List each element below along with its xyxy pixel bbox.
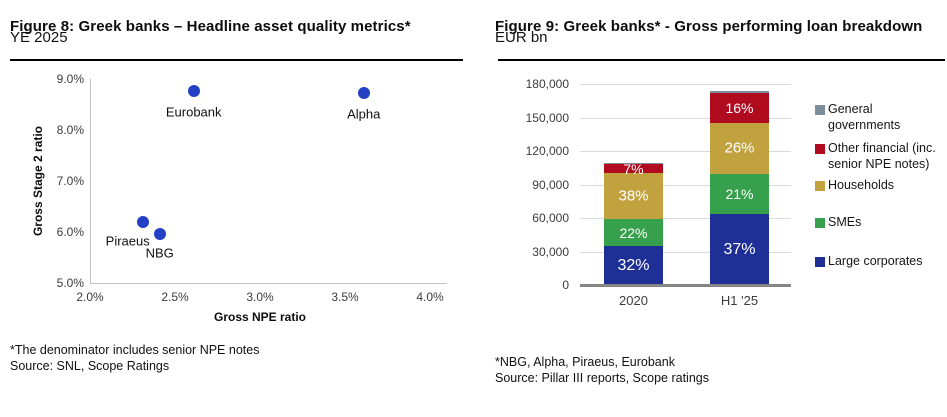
bar-segment-households — [604, 172, 663, 220]
gridline — [580, 117, 791, 119]
legend-item-households: Households — [815, 178, 946, 194]
legend-label: General governments — [828, 102, 901, 132]
figure9-footnote-line2: Source: Pillar III reports, Scope rating… — [495, 370, 709, 385]
y-tick-label: 60,000 — [532, 211, 569, 225]
legend-swatch — [815, 181, 825, 191]
y-tick-label: 120,000 — [525, 144, 569, 158]
bar-segment-large-corporates — [710, 214, 769, 285]
scatter-point-alpha — [357, 87, 370, 100]
bar-segment-label: 21% — [725, 185, 754, 202]
y-tick-label: 0 — [562, 278, 569, 292]
legend-swatch — [815, 144, 825, 154]
y-tick-label: 150,000 — [525, 110, 569, 125]
figure9-title: Figure 9: Greek banks* - Gross performin… — [495, 18, 923, 36]
figure8-footnote-line2: Source: SNL, Scope Ratings — [10, 358, 170, 373]
figure9-panel: Figure 9: Greek banks* - Gross performin… — [495, 0, 947, 417]
figure8-panel: Figure 8: Greek banks – Headline asset q… — [10, 0, 465, 417]
figure9-divider — [498, 59, 945, 61]
figure8-subtitle: YE 2025 — [10, 29, 68, 46]
x-tick-label: 3.0% — [246, 290, 274, 304]
legend-label: SMEs — [828, 215, 862, 229]
bar-segment-other-financial-inc-senior-npe-notes- — [604, 164, 663, 173]
scatter-point-label-alpha: Alpha — [347, 106, 381, 122]
figure9-footnote-line1: *NBG, Alpha, Piraeus, Eurobank — [495, 355, 675, 369]
figure8-title: Figure 8: Greek banks – Headline asset q… — [10, 18, 411, 36]
scatter-point-label-nbg: NBG — [145, 245, 174, 261]
scatter-point-piraeus — [136, 216, 149, 229]
y-axis-line — [90, 79, 91, 283]
category-label: 2020 — [619, 293, 648, 308]
bar-segment-label: 37% — [723, 240, 756, 258]
legend-swatch — [815, 105, 825, 115]
y-tick-label: 7.0% — [56, 174, 84, 188]
figure8-divider — [10, 59, 463, 61]
bar-segment-other-financial-inc-senior-npe-notes- — [710, 92, 769, 124]
bar-segment-smes — [710, 173, 769, 215]
y-tick-label: 30,000 — [532, 244, 569, 259]
legend-label: Large corporates — [828, 254, 923, 268]
legend-item-large-corporates: Large corporates — [815, 254, 946, 270]
bar-segment-general-governments — [710, 90, 769, 93]
scatter-point-label-piraeus: Piraeus — [105, 233, 150, 249]
scatter-chart: 9.0% 8.0% 7.0% 6.0% 5.0% 2.0% 2.5% 3.0% 3.5% 4.0%… — [10, 70, 465, 340]
bar-segment-label: 38% — [618, 187, 649, 205]
y-tick-label: 90,000 — [532, 177, 569, 192]
bar-segment-large-corporates — [604, 246, 663, 285]
bar-segment-label: 32% — [617, 256, 650, 274]
x-tick-label: 4.0% — [416, 290, 444, 304]
bar-segment-general-governments — [604, 162, 663, 165]
figure8-footnote: *The denominator includes senior NPE not… — [10, 343, 259, 374]
scatter-point-label-eurobank: Eurobank — [165, 104, 222, 120]
y-tick-label: 5.0% — [56, 276, 84, 290]
bar-segment-smes — [604, 219, 663, 247]
scatter-point-nbg — [153, 228, 166, 241]
legend-item-smes: SMEs — [815, 215, 946, 231]
figure8-footnote-line1: *The denominator includes senior NPE not… — [10, 343, 260, 357]
x-axis-line — [90, 283, 447, 284]
x-tick-label: 2.0% — [76, 290, 104, 304]
x-axis-title: Gross NPE ratio — [213, 310, 307, 324]
y-tick-label: 9.0% — [56, 72, 84, 86]
bar-segment-label: 16% — [725, 100, 754, 116]
legend-label: Households — [828, 178, 895, 192]
bar-segment-label: 22% — [619, 224, 648, 241]
stacked-bar-chart: 0 30,000 60,000 90,000 120,000 150,000 180,000… — [495, 70, 947, 340]
gridline — [580, 184, 791, 186]
legend-swatch — [815, 257, 825, 267]
y-tick-label: 8.0% — [56, 123, 84, 137]
x-axis-line — [580, 284, 791, 287]
x-tick-label: 3.5% — [331, 290, 359, 304]
legend-item-general-governments: General governments — [815, 102, 946, 133]
y-tick-label: 180,000 — [525, 77, 569, 91]
bar-segment-households — [710, 123, 769, 174]
x-tick-label: 2.5% — [161, 290, 189, 304]
category-label: H1 '25 — [720, 293, 759, 308]
legend-label: Other financial (inc. senior NPE notes) — [828, 141, 936, 171]
gridline — [580, 84, 791, 85]
y-tick-label: 6.0% — [56, 225, 84, 239]
legend-swatch — [815, 218, 825, 228]
legend-item-other-financial-inc-senior-npe-notes-: Other financial (inc. senior NPE notes) — [815, 141, 946, 172]
bar-segment-label: 26% — [724, 139, 755, 157]
gridline — [580, 151, 791, 152]
bar-segment-label: 7% — [623, 160, 644, 177]
scatter-point-eurobank — [187, 85, 200, 98]
y-axis-title: Gross Stage 2 ratio — [31, 125, 45, 237]
gridline — [580, 218, 791, 219]
figure9-subtitle: EUR bn — [495, 29, 548, 46]
gridline — [580, 251, 791, 253]
figure9-footnote: *NBG, Alpha, Piraeus, Eurobank Source: P… — [495, 355, 709, 386]
